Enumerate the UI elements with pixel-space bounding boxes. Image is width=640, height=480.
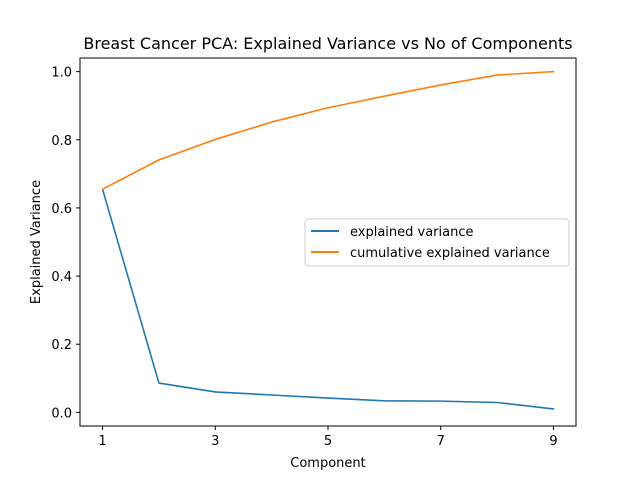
y-tick-label: 0.8 (51, 134, 72, 149)
x-tick-label: 9 (549, 434, 557, 449)
legend-label-cumulative-explained-variance: cumulative explained variance (350, 246, 550, 261)
y-tick-label: 0.2 (51, 338, 72, 353)
y-tick-label: 0.4 (51, 270, 72, 285)
legend-label-explained-variance: explained variance (350, 225, 474, 240)
x-tick-label: 1 (98, 434, 106, 449)
plot-area (101, 70, 555, 410)
x-tick-label: 7 (437, 434, 445, 449)
y-axis: 0.0 0.2 0.4 0.6 0.8 1.0 (51, 66, 80, 421)
y-axis-label: Explained Variance (29, 180, 44, 304)
y-tick-label: 1.0 (51, 66, 72, 81)
cumulative-explained-variance-line (101, 70, 555, 191)
chart-title: Breast Cancer PCA: Explained Variance vs… (83, 34, 572, 53)
x-axis: 1 3 5 7 9 (98, 426, 558, 449)
x-tick-label: 5 (324, 434, 332, 449)
y-tick-label: 0.6 (51, 202, 72, 217)
legend-box (304, 218, 570, 267)
explained-variance-line (101, 188, 555, 410)
y-tick-label: 0.0 (51, 406, 72, 421)
x-tick-label: 3 (211, 434, 219, 449)
x-axis-label: Component (290, 456, 365, 471)
legend: explained variance cumulative explained … (304, 218, 570, 267)
